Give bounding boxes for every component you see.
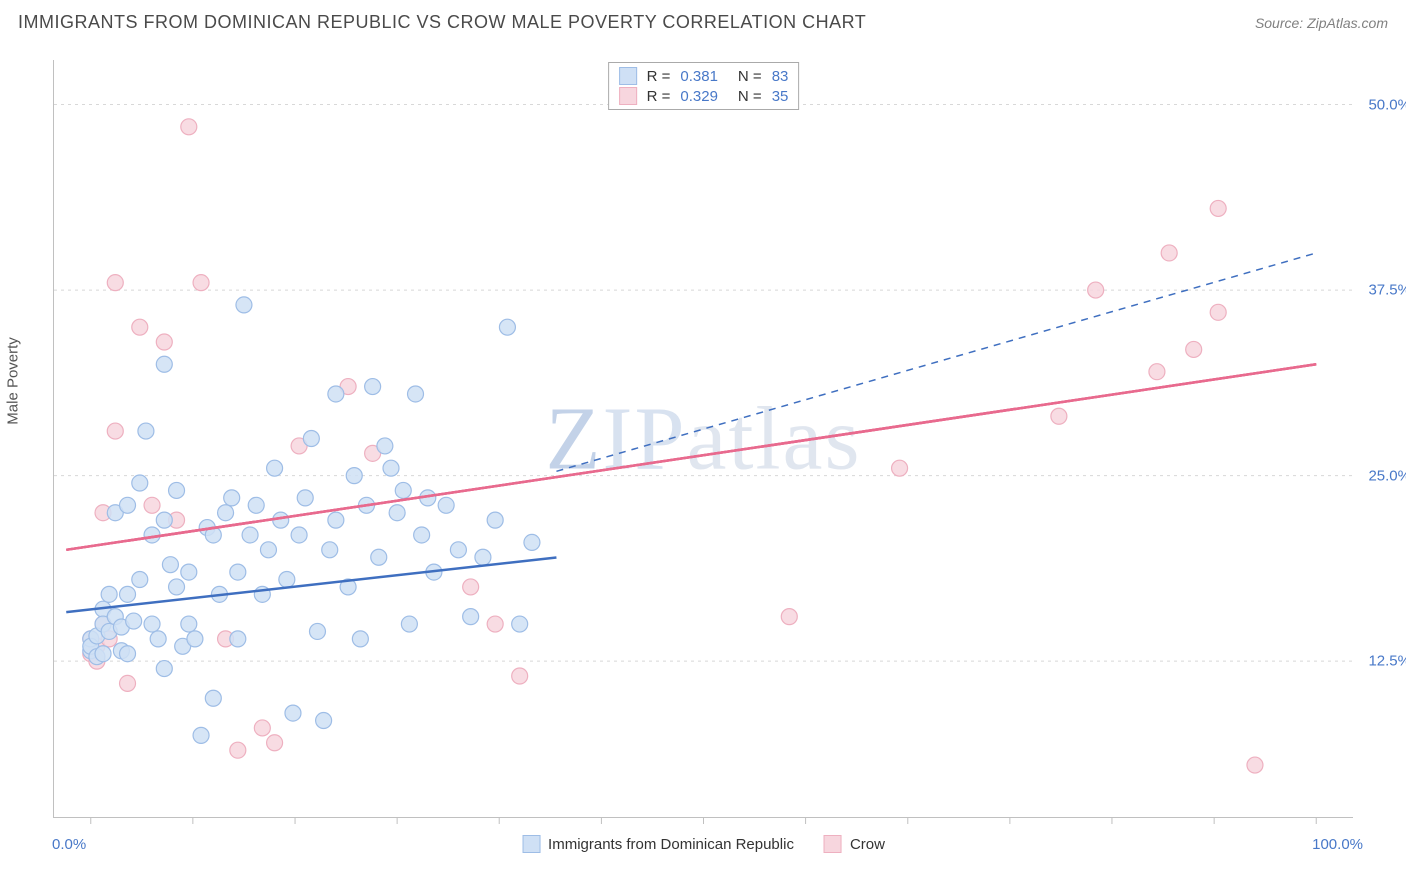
source-prefix: Source:	[1255, 15, 1307, 31]
plot-area: ZIPatlas R = 0.381 N = 83 R = 0.329 N = …	[53, 60, 1353, 818]
r-label: R =	[647, 68, 671, 85]
swatch-dominican-bottom	[522, 835, 540, 853]
legend-row-crow: R = 0.329 N = 35	[619, 87, 789, 105]
n-value-dominican: 83	[772, 68, 789, 85]
n-label: N =	[738, 68, 762, 85]
y-tick-label: 50.0%	[1368, 96, 1406, 113]
correlation-legend: R = 0.381 N = 83 R = 0.329 N = 35	[608, 62, 800, 110]
x-min-label: 0.0%	[52, 836, 86, 853]
chart-container: Male Poverty ZIPatlas R = 0.381 N = 83 R…	[18, 50, 1388, 870]
swatch-dominican	[619, 67, 637, 85]
r-label: R =	[647, 88, 671, 105]
r-value-dominican: 0.381	[680, 68, 718, 85]
plot-svg	[54, 60, 1353, 817]
swatch-crow	[619, 87, 637, 105]
y-tick-label: 37.5%	[1368, 282, 1406, 299]
y-tick-label: 25.0%	[1368, 467, 1406, 484]
series-label-dominican: Immigrants from Dominican Republic	[548, 836, 794, 853]
n-label: N =	[738, 88, 762, 105]
legend-row-dominican: R = 0.381 N = 83	[619, 67, 789, 85]
series-label-crow: Crow	[850, 836, 885, 853]
legend-item-dominican: Immigrants from Dominican Republic	[522, 835, 794, 853]
r-value-crow: 0.329	[680, 88, 718, 105]
source-name: ZipAtlas.com	[1307, 15, 1388, 31]
legend-item-crow: Crow	[824, 835, 885, 853]
n-value-crow: 35	[772, 88, 789, 105]
source-label: Source: ZipAtlas.com	[1255, 15, 1388, 31]
y-axis-label: Male Poverty	[5, 337, 22, 425]
swatch-crow-bottom	[824, 835, 842, 853]
y-tick-label: 12.5%	[1368, 653, 1406, 670]
x-max-label: 100.0%	[1312, 836, 1363, 853]
page-title: IMMIGRANTS FROM DOMINICAN REPUBLIC VS CR…	[18, 12, 866, 33]
series-legend: Immigrants from Dominican Republic Crow	[522, 835, 885, 853]
